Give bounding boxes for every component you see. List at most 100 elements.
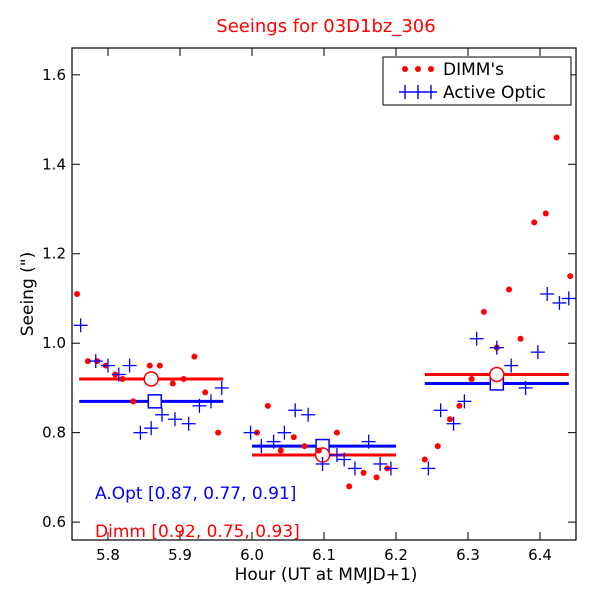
ao-point <box>301 407 316 422</box>
dimm-point <box>264 402 271 409</box>
mean-circle-marker <box>143 371 159 387</box>
ao-point <box>347 461 362 476</box>
dimm-point <box>215 429 222 436</box>
dimm-point <box>290 434 297 441</box>
dimm-point <box>517 335 524 342</box>
ao-point <box>489 340 504 355</box>
ao-point <box>277 425 292 440</box>
ao-point <box>254 439 269 454</box>
ao-point <box>266 434 281 449</box>
ao-point <box>111 367 126 382</box>
ao-point <box>457 394 472 409</box>
y-tick-label: 0.8 <box>42 424 66 442</box>
ao-point <box>192 398 207 413</box>
dimm-point <box>421 456 428 463</box>
x-axis-ticks: 5.8 5.9 6.0 6.1 6.2 6.3 6.4 <box>96 48 552 564</box>
ao-point <box>504 358 519 373</box>
dimm-point <box>434 443 441 450</box>
ao-point <box>373 456 388 471</box>
legend-dimm-label: DIMM's <box>443 60 504 80</box>
y-tick-label: 1.4 <box>42 155 66 173</box>
x-tick-label: 6.4 <box>528 546 552 564</box>
dimm-point <box>333 429 340 436</box>
dimm-point <box>191 353 198 360</box>
dimm-summary-annotation: Dimm [0.92, 0.75, 0.93] <box>95 522 300 542</box>
dimm-point <box>169 380 176 387</box>
ao-point <box>337 452 352 467</box>
dimm-point <box>146 362 153 369</box>
x-tick-label: 6.3 <box>456 546 480 564</box>
y-tick-label: 1.6 <box>42 66 66 84</box>
dimm-point <box>130 398 137 405</box>
dimm-point <box>202 389 209 396</box>
dimm-point <box>180 375 187 382</box>
dimm-point <box>567 273 574 280</box>
dimm-point <box>506 286 513 293</box>
legend-ao-marker <box>399 85 437 99</box>
mean-square-marker <box>147 394 163 409</box>
ao-point <box>469 331 484 346</box>
ao-point <box>329 448 344 463</box>
dimm-point <box>315 447 322 454</box>
ao-point <box>315 456 330 471</box>
ao-point <box>383 461 398 476</box>
legend-dimm-marker <box>402 66 434 72</box>
legend: DIMM's Active Optic <box>382 56 572 106</box>
dimm-point <box>277 447 284 454</box>
y-tick-label: 1.2 <box>42 245 66 263</box>
dimm-point <box>468 375 475 382</box>
x-tick-label: 6.2 <box>384 546 408 564</box>
ao-point <box>243 425 258 440</box>
plot-frame <box>71 47 577 541</box>
x-tick-label: 5.9 <box>168 546 192 564</box>
dimm-point <box>156 362 163 369</box>
dimm-point <box>542 210 549 217</box>
dimm-point <box>346 483 353 490</box>
dimm-point <box>84 358 91 365</box>
dimm-point <box>360 469 367 476</box>
ao-point <box>101 358 115 373</box>
ao-point <box>561 291 576 306</box>
ao-point <box>73 318 88 333</box>
ao-point <box>421 461 436 476</box>
dimm-point <box>447 416 453 423</box>
x-tick-label: 5.8 <box>96 546 120 564</box>
ao-point <box>540 287 555 301</box>
ao-point <box>530 345 545 360</box>
mean-circle-marker <box>489 366 505 383</box>
ao-point <box>433 403 448 418</box>
mean-segments <box>79 366 569 463</box>
x-tick-label: 6.0 <box>240 546 264 564</box>
ao-point <box>214 380 229 395</box>
ao-point <box>361 434 376 449</box>
dimm-point <box>373 474 380 481</box>
dimm-point <box>531 219 538 226</box>
ao-point <box>446 416 461 431</box>
ao-point <box>518 380 533 395</box>
ao-point <box>181 416 196 431</box>
ao-point <box>133 425 148 440</box>
dimm-point <box>480 308 487 315</box>
ao-summary-annotation: A.Opt [0.87, 0.77, 0.91] <box>95 484 296 504</box>
x-axis-label: Hour (UT at MMJD+1) <box>235 565 418 585</box>
y-tick-label: 1.0 <box>42 334 66 352</box>
ao-point <box>144 421 159 436</box>
ao-point <box>203 394 218 409</box>
ao-point <box>552 295 567 310</box>
y-axis-label: Seeing (") <box>18 252 38 337</box>
ao-point <box>155 407 169 422</box>
dimm-point <box>456 402 463 409</box>
y-tick-label: 0.6 <box>42 513 66 531</box>
x-tick-label: 6.1 <box>312 546 336 564</box>
dimm-point <box>553 134 560 141</box>
legend-ao-label: Active Optic <box>443 83 546 103</box>
dimm-point <box>301 443 308 450</box>
dimm-point <box>119 375 126 382</box>
chart-title: Seeings for 03D1bz_306 <box>216 16 435 37</box>
y-axis-ticks: 0.6 0.8 1.0 1.2 1.4 1.6 <box>42 66 576 531</box>
ao-points <box>73 287 576 476</box>
ao-point <box>88 354 103 369</box>
legend-box <box>382 56 572 106</box>
ao-point <box>288 403 303 418</box>
